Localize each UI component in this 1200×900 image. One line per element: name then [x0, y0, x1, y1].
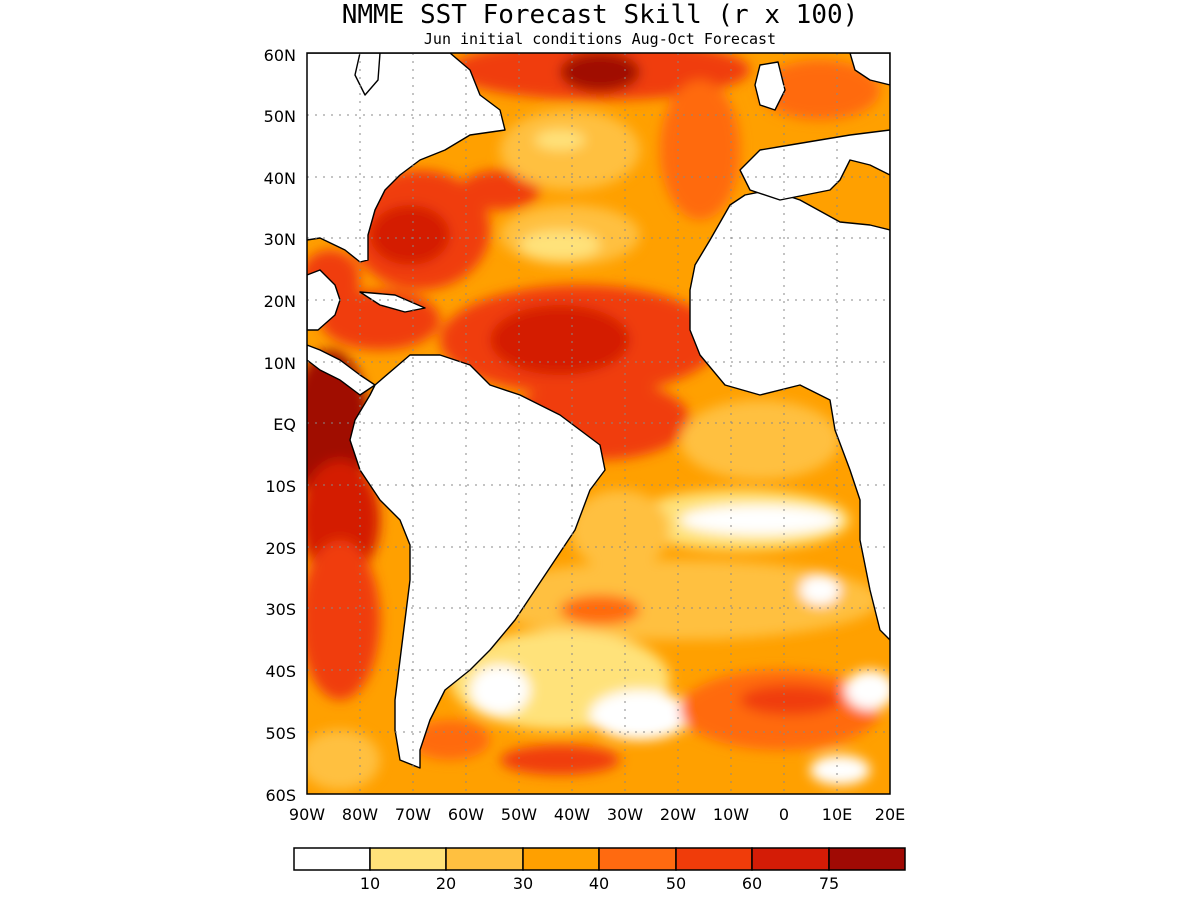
colorbar-label: 40: [589, 874, 609, 893]
colorbar-label: 75: [819, 874, 839, 893]
colorbar-label: 20: [436, 874, 456, 893]
lon-tick: 90W: [289, 805, 325, 824]
lat-tick: 30S: [265, 600, 296, 619]
colorbar-bin: [369, 847, 447, 871]
lon-tick: 70W: [395, 805, 431, 824]
lat-tick: 50S: [265, 724, 296, 743]
lon-tick: 10W: [713, 805, 749, 824]
lat-tick: 10S: [265, 477, 296, 496]
colorbar: [293, 847, 906, 871]
colorbar-bin: [598, 847, 677, 871]
colorbar-label: 30: [513, 874, 533, 893]
lat-tick: 60S: [265, 786, 296, 805]
colorbar-bin: [445, 847, 524, 871]
scandinavia-land: [849, 53, 890, 86]
latitude-axis: 60N 50N 40N 30N 20N 10N EQ 10S 20S 30S 4…: [264, 46, 296, 805]
colorbar-labels: 10 20 30 40 50 60 75: [360, 874, 839, 893]
lon-tick: 30W: [607, 805, 643, 824]
lat-tick: 20N: [264, 292, 296, 311]
north-america-land: [307, 53, 506, 263]
lat-tick: EQ: [273, 415, 296, 434]
colorbar-label: 10: [360, 874, 380, 893]
lon-tick: 60W: [448, 805, 484, 824]
map-plot-area: [307, 53, 890, 794]
map-frame: [306, 52, 891, 795]
lat-tick: 40N: [264, 169, 296, 188]
caribbean-islands: [359, 291, 426, 313]
colorbar-bin: [675, 847, 753, 871]
colorbar-label: 60: [742, 874, 762, 893]
longitude-axis: 90W 80W 70W 60W 50W 40W 30W 20W 10W 0 10…: [289, 805, 905, 824]
lat-tick: 50N: [264, 107, 296, 126]
map-subtitle: Jun initial conditions Aug-Oct Forecast: [424, 30, 776, 48]
lat-tick: 10N: [264, 354, 296, 373]
colorbar-bin: [293, 847, 371, 871]
land-masses: [307, 53, 890, 769]
lon-tick: 10E: [822, 805, 852, 824]
lon-tick: 50W: [501, 805, 537, 824]
colorbar-bin: [751, 847, 830, 871]
colorbar-bin: [522, 847, 600, 871]
lat-tick: 40S: [265, 662, 296, 681]
lon-tick: 20W: [660, 805, 696, 824]
map-title: NMME SST Forecast Skill (r x 100): [342, 0, 859, 30]
lon-tick: 40W: [554, 805, 590, 824]
central-america-isthmus: [307, 344, 376, 396]
lat-tick: 60N: [264, 46, 296, 65]
south-america-land: [349, 354, 606, 769]
graticule: [307, 53, 890, 794]
lon-tick: 80W: [342, 805, 378, 824]
europe-land: [739, 129, 890, 201]
greenland-land: [354, 53, 381, 96]
lon-tick: 20E: [875, 805, 905, 824]
british-isles-land: [754, 61, 786, 111]
lon-tick: 0: [779, 805, 789, 824]
colorbar-bin: [828, 847, 906, 871]
skill-field: [307, 53, 890, 790]
colorbar-label: 50: [666, 874, 686, 893]
lat-tick: 30N: [264, 230, 296, 249]
lat-tick: 20S: [265, 539, 296, 558]
